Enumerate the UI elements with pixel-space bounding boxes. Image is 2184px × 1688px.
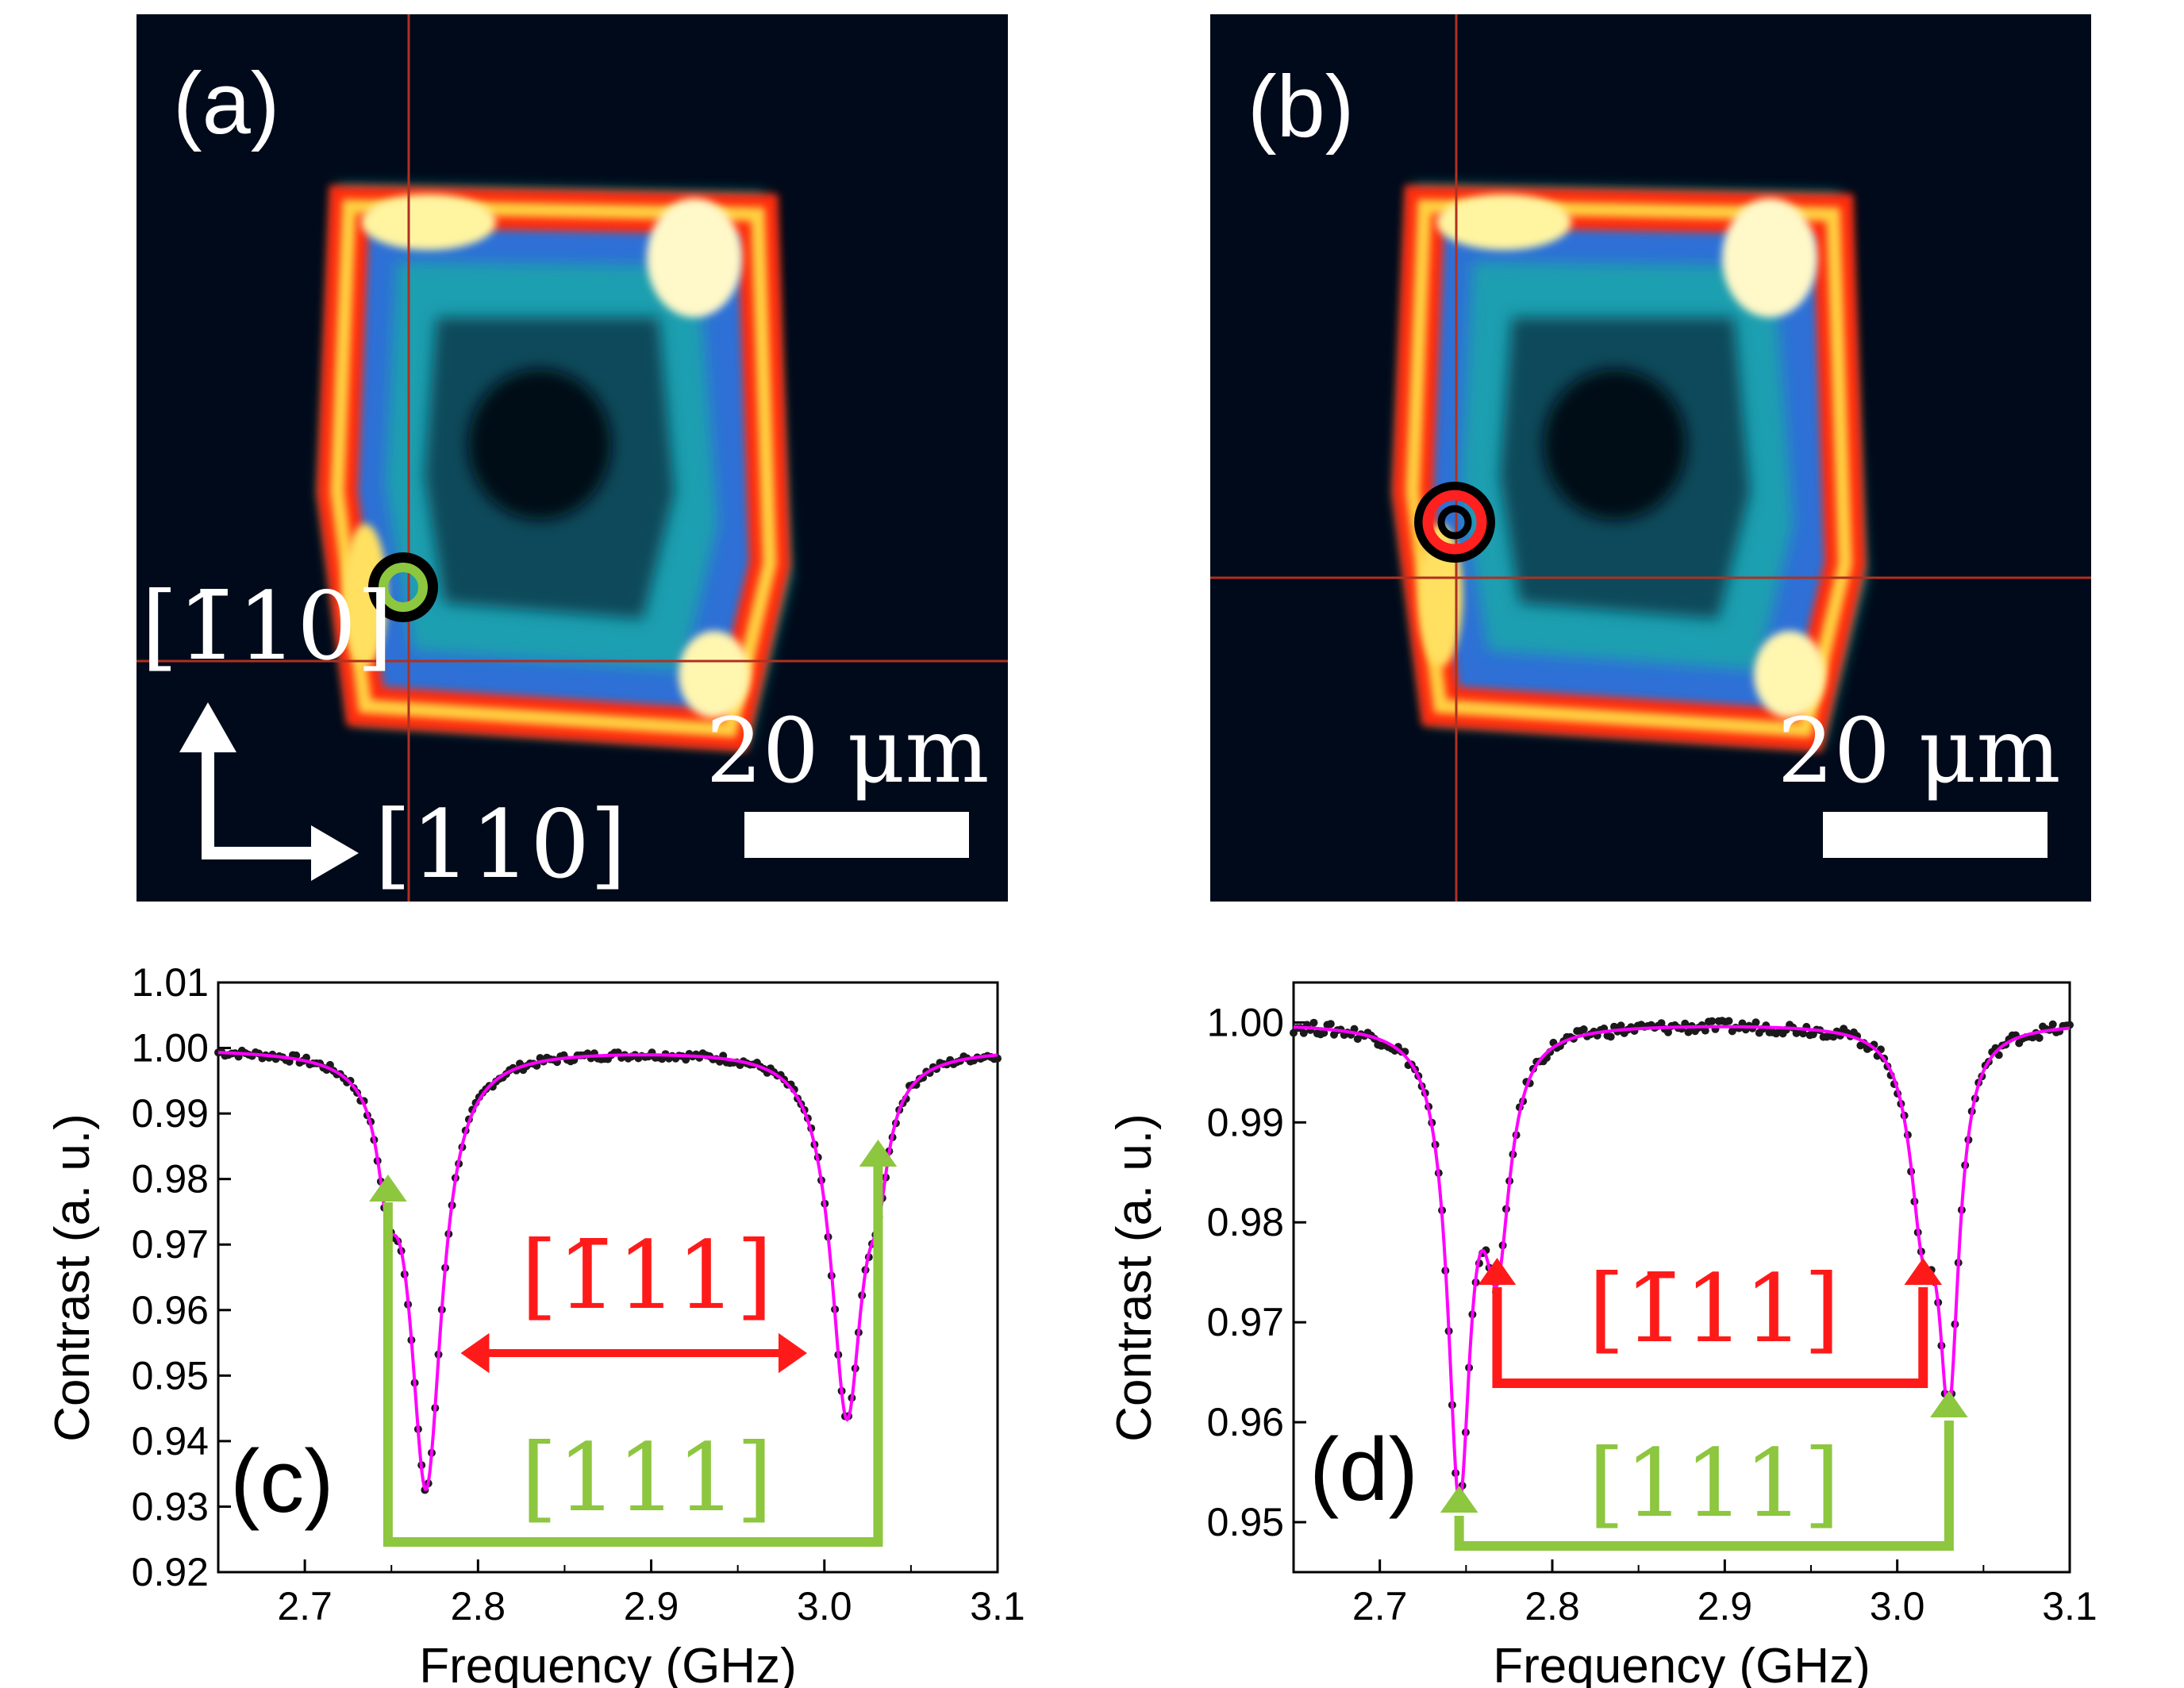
d-data-point [1701, 1026, 1709, 1035]
d-data-point [1708, 1017, 1717, 1025]
panel-a-axis-right-label: [110] [375, 790, 626, 899]
d-green-arrow-right-icon [1930, 1390, 1968, 1417]
d-green-arrow-left-icon [1440, 1486, 1478, 1513]
d-data-point [1579, 1025, 1588, 1033]
d-ytick-label: 0.97 [1207, 1300, 1284, 1344]
d-data-point [1657, 1019, 1666, 1028]
d-data-point [1309, 1018, 1318, 1027]
d-ytick-label: 0.99 [1207, 1100, 1284, 1144]
c-green-arrow-right-icon [859, 1140, 898, 1167]
panel-b-marker [1422, 490, 1487, 555]
c-red-label: [1̄11] [521, 1221, 772, 1330]
d-xtick-label: 2.8 [1525, 1584, 1580, 1628]
axis-up-arrow-icon [179, 702, 236, 752]
d-data-point [1664, 1028, 1672, 1036]
d-data-point [1617, 1021, 1625, 1030]
chart-d: 2.7 2.8 2.9 3.0 3.10.950.960.970.980.991.00 … [1107, 981, 2097, 1688]
chart-c-xlabel: Frequency (GHz) [419, 1639, 796, 1688]
chart-c: 2.7 2.8 2.9 3.0 3.1 0.92 0.93 0.94 0.95 0.96 0.97 0… [45, 960, 1025, 1688]
axis-right-arrow-icon [311, 825, 359, 881]
chart-d-panel-label: (d) [1309, 1420, 1418, 1519]
d-xtick-label: 2.7 [1352, 1584, 1408, 1628]
panel-a-axis-up-label: [1̄10] [141, 571, 393, 681]
c-xtick-label: 2.7 [277, 1584, 333, 1628]
chart-c-ylabel: Contrast (a. u.) [45, 1113, 100, 1441]
d-ytick-label: 0.98 [1207, 1200, 1284, 1244]
d-data-point [1320, 1029, 1328, 1037]
d-data-point [1725, 1017, 1733, 1025]
c-ytick-label: 0.95 [132, 1353, 209, 1398]
panel-a-label: (a) [173, 55, 279, 152]
c-ytick-label: 1.00 [132, 1026, 209, 1071]
chart-d-ylabel: Contrast (a. u.) [1107, 1113, 1162, 1441]
d-data-point [2035, 1033, 2044, 1042]
c-red-arrow-right-icon [778, 1332, 807, 1374]
panel-a-marker [379, 563, 428, 612]
panel-a: (a) 20 μm [1̄10] [110] [136, 14, 1008, 902]
chart-c-panel-label: (c) [230, 1432, 334, 1531]
c-ytick-label: 0.97 [132, 1222, 209, 1267]
panel-b-scale-label: 20 μm [1777, 700, 2060, 803]
chart-c-annotations: [1̄11] [111] [369, 1140, 898, 1547]
d-red-label: [1̄11] [1588, 1254, 1840, 1363]
panel-a-scale-bar [744, 812, 969, 858]
d-green-label: [111] [1588, 1428, 1840, 1538]
d-data-point [1326, 1020, 1335, 1029]
c-ytick-label: 1.01 [132, 960, 209, 1005]
d-ytick-label: 0.95 [1207, 1500, 1284, 1544]
panel-b-marker-inner [1437, 505, 1472, 540]
d-data-point [1684, 1028, 1693, 1036]
c-ytick-label: 0.96 [132, 1288, 209, 1332]
d-red-bracket [1492, 1287, 1928, 1388]
panel-a-marker-outer [368, 552, 438, 622]
d-green-bracket [1454, 1421, 1954, 1551]
c-ytick-label: 0.92 [132, 1550, 209, 1594]
chart-c-fit-line [217, 1051, 998, 1491]
chart-c-ticks: 2.7 2.8 2.9 3.0 3.1 0.92 0.93 0.94 0.95 0.96 0.97 0… [132, 960, 1025, 1628]
d-xtick-label: 3.1 [2042, 1584, 2097, 1628]
d-data-point [1606, 1032, 1615, 1041]
d-red-arrow-left-icon [1478, 1258, 1517, 1285]
chart-d-frame [1292, 981, 2071, 1574]
c-ytick-label: 0.94 [132, 1419, 209, 1463]
c-green-bracket [383, 1167, 883, 1547]
d-data-point [2048, 1020, 2057, 1029]
panel-b: (b) 20 μm [1210, 14, 2091, 902]
panel-a-scale-label: 20 μm [706, 700, 989, 803]
c-ytick-label: 0.99 [132, 1091, 209, 1136]
panel-b-pl-map [1397, 186, 1865, 746]
c-data-point [682, 1055, 690, 1064]
d-data-point [1299, 1029, 1308, 1037]
c-xtick-label: 3.1 [970, 1584, 1025, 1628]
c-xtick-label: 3.0 [797, 1584, 852, 1628]
d-xtick-label: 3.0 [1870, 1584, 1925, 1628]
c-xtick-label: 2.8 [451, 1584, 506, 1628]
d-ytick-label: 1.00 [1207, 1000, 1284, 1044]
c-ytick-label: 0.98 [132, 1157, 209, 1202]
c-green-label: [111] [521, 1423, 772, 1532]
chart-d-annotations: [1̄11] [111] [1440, 1254, 1968, 1551]
chart-d-ticks: 2.7 2.8 2.9 3.0 3.1 0.95 0.96 0.97 0.98 0.99 1.00 [1207, 1000, 2097, 1628]
panel-b-scale-bar [1823, 812, 2048, 858]
chart-d-fit-line [1293, 1025, 2071, 1505]
d-xtick-label: 2.9 [1698, 1584, 1753, 1628]
c-green-arrow-left-icon [369, 1175, 407, 1202]
c-xtick-label: 2.9 [624, 1584, 679, 1628]
d-ytick-label: 0.96 [1207, 1400, 1284, 1444]
d-data-point [1799, 1029, 1808, 1038]
d-red-arrow-right-icon [1904, 1258, 1943, 1285]
c-red-arrow-left-icon [460, 1332, 490, 1374]
d-data-point [1751, 1018, 1760, 1027]
chart-d-xlabel: Frequency (GHz) [1493, 1639, 1870, 1688]
c-ytick-label: 0.93 [132, 1484, 209, 1528]
panel-b-label: (b) [1248, 58, 1354, 156]
panel-b-marker-outer [1414, 482, 1495, 563]
